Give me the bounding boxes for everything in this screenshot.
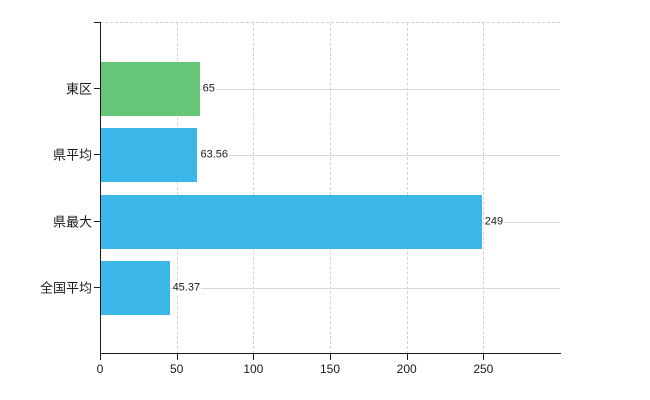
bar — [100, 62, 200, 117]
x-axis-tick — [100, 353, 101, 360]
x-tick-label: 0 — [96, 362, 104, 376]
vertical-gridline — [176, 23, 178, 354]
bar — [100, 260, 170, 315]
y-axis-top-tick — [94, 22, 100, 23]
horizontal-gridline — [100, 287, 560, 289]
category-label: 県平均 — [52, 147, 92, 163]
x-tick-label: 200 — [396, 362, 417, 376]
y-axis-tick — [94, 220, 100, 222]
vertical-gridline — [406, 23, 408, 354]
x-tick-label: 50 — [169, 362, 184, 376]
x-tick-label: 100 — [243, 362, 264, 376]
vertical-gridline — [483, 23, 485, 354]
x-axis-tick — [406, 353, 408, 360]
category-label: 全国平均 — [39, 280, 92, 296]
horizontal-gridline — [100, 89, 560, 91]
category-label: 県最大 — [52, 214, 92, 230]
bar-value-label: 65 — [201, 82, 216, 96]
bar — [100, 194, 482, 249]
x-tick-label: 250 — [473, 362, 494, 376]
y-axis-tick — [94, 88, 100, 90]
category-label: 東区 — [65, 81, 92, 97]
vertical-gridline — [330, 23, 331, 354]
bar-value-label: 63.56 — [199, 148, 229, 162]
y-axis-tick — [94, 286, 100, 288]
horizontal-gridline — [100, 155, 560, 157]
y-axis-line — [100, 22, 101, 354]
x-axis-tick — [330, 353, 331, 360]
y-axis-tick — [94, 154, 100, 156]
x-axis-tick — [483, 353, 485, 360]
bar-value-label: 249 — [483, 215, 505, 229]
x-tick-label: 150 — [319, 362, 341, 376]
x-axis-tick — [253, 353, 255, 360]
bar-value-label: 45.37 — [171, 281, 202, 295]
x-axis-tick — [176, 353, 178, 360]
vertical-gridline — [253, 23, 255, 354]
bar — [100, 128, 198, 183]
plot-area: 65 63.56 249 45.37 — [100, 22, 560, 354]
